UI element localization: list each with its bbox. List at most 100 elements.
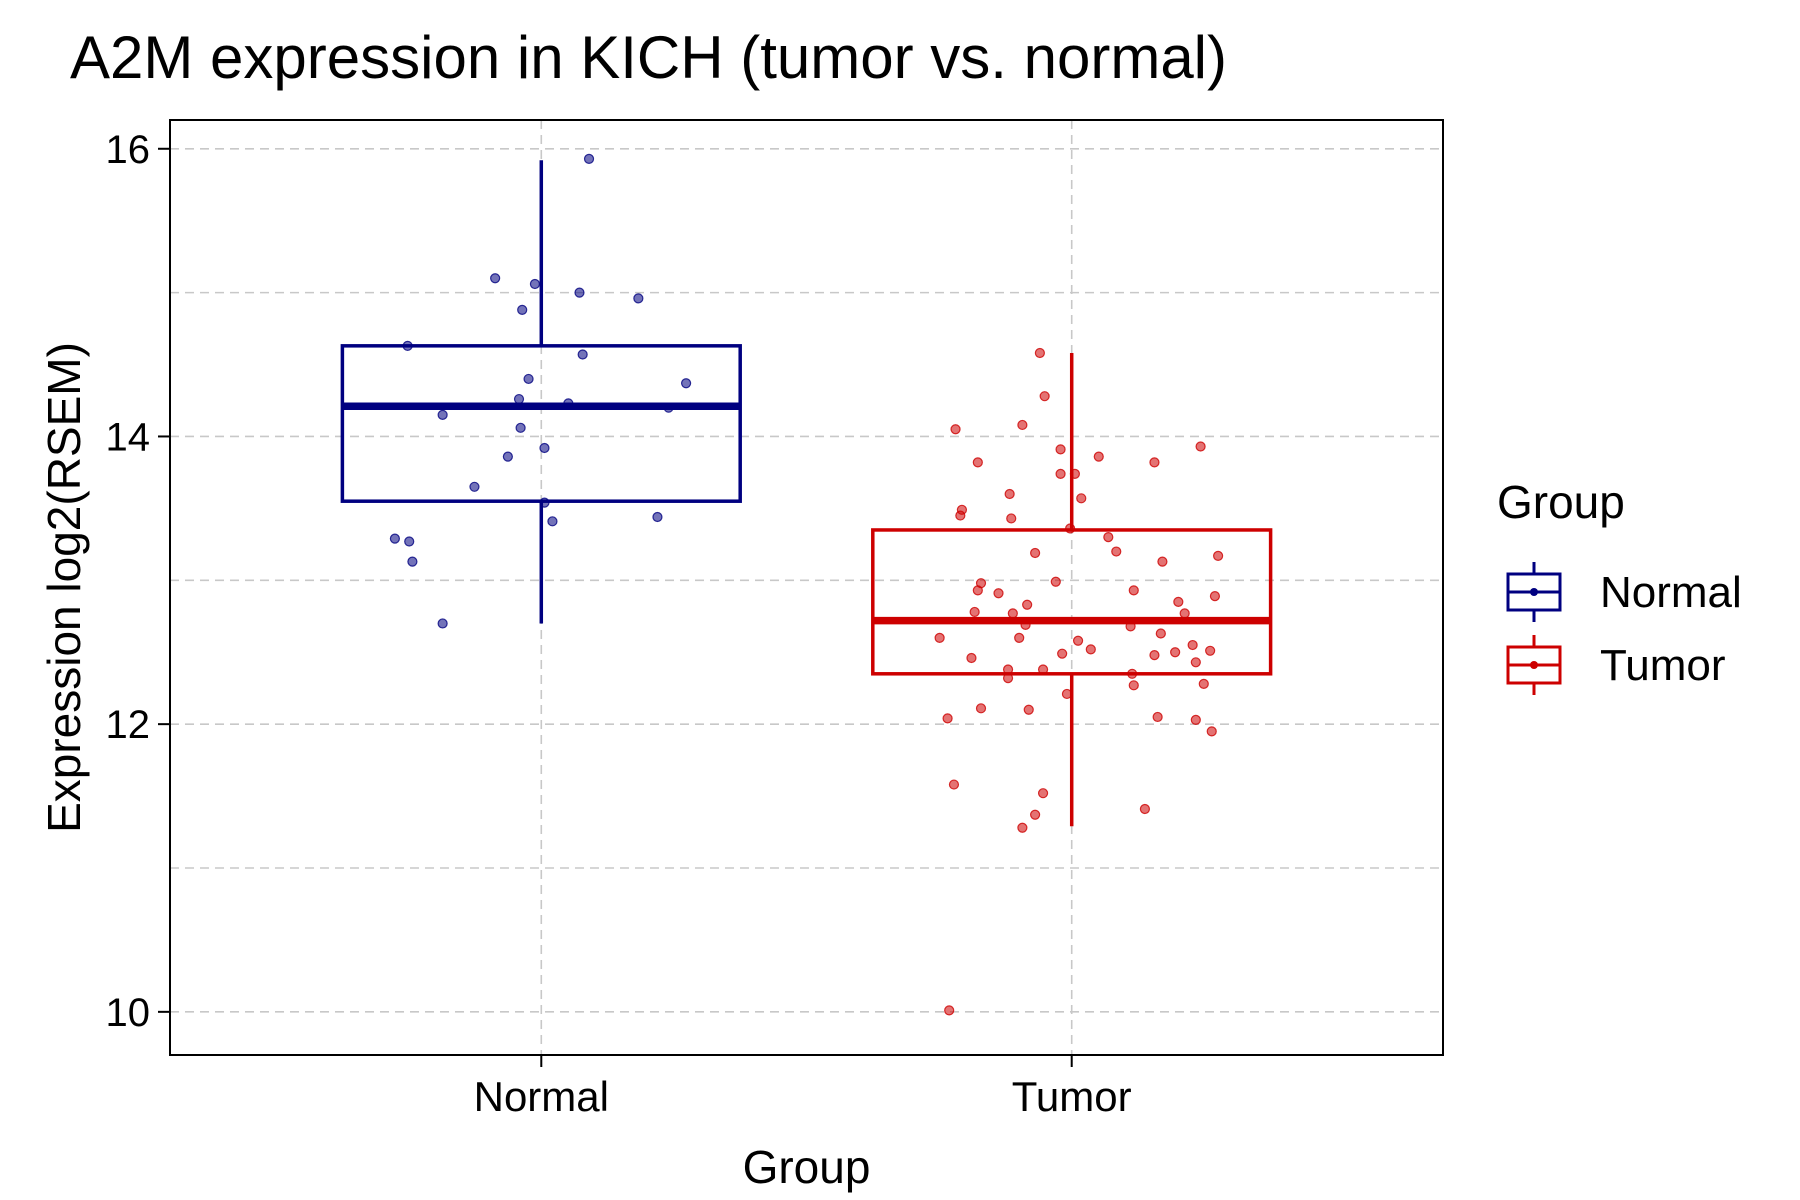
data-point-tumor bbox=[1179, 608, 1190, 619]
data-point-normal bbox=[663, 402, 674, 413]
data-point-normal bbox=[469, 481, 480, 492]
y-tick-label: 10 bbox=[106, 991, 151, 1035]
data-point-normal bbox=[407, 556, 418, 567]
data-point-normal bbox=[404, 536, 415, 547]
data-point-normal bbox=[437, 409, 448, 420]
data-point-tumor bbox=[1034, 347, 1045, 359]
data-point-tumor bbox=[955, 510, 966, 521]
data-point-normal bbox=[574, 287, 585, 298]
data-point-normal bbox=[517, 304, 528, 315]
data-point-tumor bbox=[1037, 788, 1049, 799]
data-point-tumor bbox=[1014, 632, 1025, 643]
data-point-normal bbox=[583, 153, 595, 164]
legend-title: Group bbox=[1497, 476, 1625, 528]
data-point-tumor bbox=[1002, 673, 1014, 684]
data-point-tumor bbox=[1057, 648, 1068, 659]
legend: Group Normal Tumor bbox=[1497, 476, 1742, 695]
data-point-tumor bbox=[1125, 621, 1136, 632]
data-point-tumor bbox=[1030, 547, 1041, 559]
gridlines bbox=[170, 120, 1443, 1055]
data-point-normal bbox=[539, 442, 550, 454]
data-point-tumor bbox=[1209, 591, 1221, 602]
data-point-normal bbox=[652, 511, 663, 523]
legend-key-point bbox=[1530, 588, 1538, 596]
data-point-tumor bbox=[1023, 704, 1034, 715]
data-point-tumor bbox=[1065, 523, 1076, 534]
data-point-normal bbox=[539, 497, 550, 508]
data-point-tumor bbox=[1085, 644, 1096, 655]
data-point-tumor bbox=[944, 1005, 955, 1016]
data-point-tumor bbox=[1055, 468, 1066, 479]
y-axis-title: Expression log2(RSEM) bbox=[38, 342, 90, 833]
data-point-normal bbox=[402, 340, 413, 351]
data-point-normal bbox=[515, 422, 526, 433]
data-point-tumor bbox=[972, 585, 983, 596]
data-point-tumor bbox=[1128, 680, 1139, 691]
data-point-tumor bbox=[1007, 608, 1018, 619]
data-point-tumor bbox=[1061, 688, 1073, 700]
boxplots bbox=[340, 160, 1273, 827]
data-point-tumor bbox=[1152, 711, 1163, 723]
data-point-tumor bbox=[1103, 532, 1114, 543]
data-point-tumor bbox=[1017, 822, 1028, 833]
data-point-normal bbox=[577, 349, 588, 360]
data-point-tumor bbox=[950, 424, 961, 435]
data-point-tumor bbox=[1006, 513, 1017, 524]
jitter-points bbox=[389, 153, 1224, 1016]
legend-key-point bbox=[1530, 661, 1538, 669]
data-point-tumor bbox=[1190, 657, 1201, 668]
data-point-tumor bbox=[1139, 803, 1151, 815]
data-point-normal bbox=[563, 398, 574, 409]
data-point-tumor bbox=[1004, 488, 1015, 500]
data-point-tumor bbox=[975, 703, 987, 714]
data-point-tumor bbox=[1128, 585, 1139, 596]
chart-title: A2M expression in KICH (tumor vs. normal… bbox=[70, 24, 1227, 91]
data-point-tumor bbox=[972, 457, 983, 468]
data-point-tumor bbox=[1055, 444, 1066, 455]
data-point-tumor bbox=[1170, 647, 1181, 658]
data-point-tumor bbox=[1213, 550, 1224, 561]
data-point-tumor bbox=[1050, 576, 1061, 587]
data-point-tumor bbox=[966, 652, 977, 664]
data-point-tumor bbox=[1187, 639, 1198, 651]
data-point-tumor bbox=[1020, 619, 1031, 631]
data-point-normal bbox=[529, 278, 541, 290]
x-tick-label: Normal bbox=[474, 1073, 609, 1120]
x-tick-label: Tumor bbox=[1012, 1073, 1132, 1120]
axes: 10 12 14 16 Normal Tumor bbox=[106, 128, 1132, 1120]
data-point-tumor bbox=[948, 779, 960, 790]
x-axis-title: Group bbox=[743, 1141, 871, 1193]
data-point-normal bbox=[502, 451, 513, 462]
data-point-tumor bbox=[1022, 599, 1033, 610]
y-tick-label: 14 bbox=[106, 415, 151, 459]
data-point-normal bbox=[680, 378, 692, 389]
data-point-tumor bbox=[1039, 391, 1050, 402]
data-point-normal bbox=[547, 516, 558, 527]
data-point-tumor bbox=[1072, 635, 1084, 646]
data-point-normal bbox=[437, 618, 448, 629]
plot-panel-border bbox=[169, 119, 1444, 1056]
data-point-tumor bbox=[1069, 468, 1080, 479]
data-point-tumor bbox=[1111, 546, 1122, 557]
data-point-tumor bbox=[1093, 451, 1104, 462]
y-tick-label: 12 bbox=[106, 703, 151, 747]
data-point-tumor bbox=[1017, 419, 1028, 431]
data-point-tumor bbox=[934, 632, 945, 643]
data-point-tumor bbox=[1127, 668, 1138, 679]
data-point-normal bbox=[389, 533, 400, 544]
data-point-tumor bbox=[969, 606, 980, 618]
data-point-tumor bbox=[1155, 628, 1166, 639]
legend-key-tumor bbox=[1506, 635, 1562, 695]
data-point-tumor bbox=[1037, 664, 1049, 675]
data-point-tumor bbox=[1190, 714, 1201, 725]
data-point-tumor bbox=[942, 713, 953, 724]
data-point-tumor bbox=[1030, 809, 1041, 820]
data-point-tumor bbox=[993, 588, 1004, 599]
data-point-tumor bbox=[1195, 441, 1206, 452]
data-point-tumor bbox=[1076, 493, 1087, 504]
legend-label-normal: Normal bbox=[1600, 568, 1742, 617]
data-point-tumor bbox=[1149, 457, 1160, 468]
data-point-normal bbox=[633, 293, 644, 304]
